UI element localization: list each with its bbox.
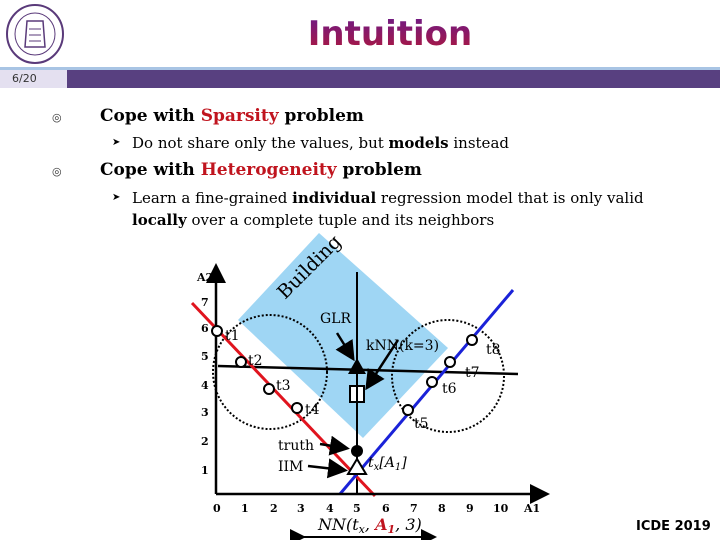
x-tick: 9 [466, 502, 474, 515]
point-t7 [444, 356, 456, 368]
truth-marker [351, 445, 363, 457]
label-t8: t8 [486, 342, 501, 358]
university-logo [6, 4, 64, 64]
y-tick: 6 [201, 322, 209, 335]
glr-estimate-marker [348, 358, 366, 374]
x-tick: 7 [410, 502, 418, 515]
y-axis-label: A2 [196, 271, 213, 284]
y-tick: 4 [201, 379, 209, 392]
bullet-1: Cope with Sparsity problem [100, 106, 364, 126]
y-tick: 5 [201, 350, 209, 363]
slide-title: Intuition [0, 14, 720, 54]
bullet-2: Cope with Heterogeneity problem [100, 160, 422, 180]
point-t4 [291, 402, 303, 414]
x-axis-label: A1 [523, 502, 540, 515]
label-t7: t7 [465, 365, 480, 381]
iim-arrow [307, 458, 348, 479]
nn-label: NN(tx, A1, 3) [317, 515, 422, 536]
bullet-icon: ◎ [52, 111, 62, 124]
label-t2: t2 [248, 353, 263, 369]
knn-arrow [365, 339, 400, 391]
iim-label: IIM [278, 459, 303, 475]
venue-label: ICDE 2019 [636, 519, 711, 534]
divider [0, 67, 720, 70]
label-t5: t5 [414, 416, 429, 432]
tx-label: tx[A1] [368, 455, 407, 473]
neighborhood-circle-right [391, 319, 505, 433]
x-tick: 2 [270, 502, 278, 515]
x-tick: 3 [297, 502, 305, 515]
x-tick: 0 [213, 502, 221, 515]
iim-estimate-marker [346, 457, 368, 475]
x-tick: 10 [493, 502, 509, 515]
y-tick: 2 [201, 435, 209, 448]
y-tick: 1 [201, 464, 209, 477]
point-t8 [466, 334, 478, 346]
label-t1: t1 [225, 328, 240, 344]
page-number: 6/20 [0, 70, 67, 88]
x-tick: 6 [382, 502, 390, 515]
glr-arrow [335, 332, 355, 362]
point-t6 [426, 376, 438, 388]
bullet-icon: ◎ [52, 165, 62, 178]
point-t3 [263, 383, 275, 395]
building-region [238, 233, 448, 438]
arrow-bullet-icon: ➤ [112, 192, 121, 203]
sub-bullet-1: Do not share only the values, but models… [132, 134, 509, 152]
x-tick: 1 [241, 502, 249, 515]
y-tick: 7 [201, 296, 209, 309]
point-t2 [235, 356, 247, 368]
label-t3: t3 [276, 378, 291, 394]
sub-bullet-2: Learn a fine-grained individual regressi… [132, 189, 644, 229]
blue-regression-line [338, 289, 515, 495]
point-t1 [211, 325, 223, 337]
label-t6: t6 [442, 381, 457, 397]
truth-arrow [319, 435, 350, 456]
knn-label: kNN(k=3) [366, 338, 439, 354]
header-bar [67, 70, 720, 88]
y-tick: 3 [201, 406, 209, 419]
arrow-bullet-icon: ➤ [112, 137, 121, 148]
x-tick: 8 [438, 502, 446, 515]
x-tick: 4 [326, 502, 334, 515]
x-tick: 5 [353, 502, 361, 515]
neighborhood-circle-left [212, 314, 328, 430]
label-t4: t4 [305, 402, 320, 418]
glr-label: GLR [320, 311, 351, 327]
truth-label: truth [278, 438, 314, 454]
point-t5 [402, 404, 414, 416]
